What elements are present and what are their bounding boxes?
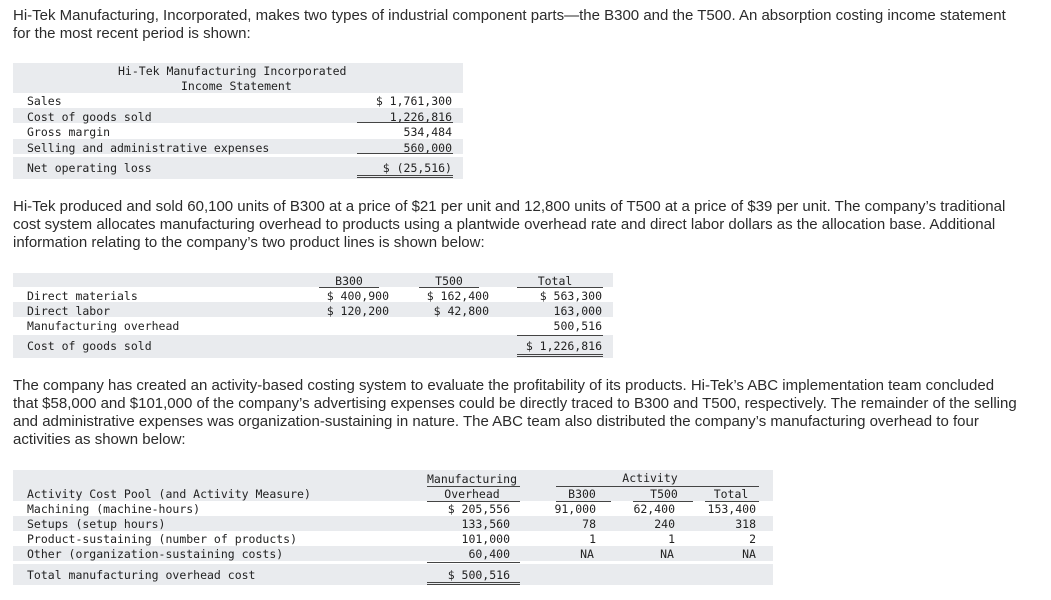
header-t500: T500 <box>435 274 463 288</box>
b300-direct-materials: $ 400,900 <box>326 289 389 303</box>
abc-subheader-rule <box>427 501 520 502</box>
b300-direct-labor: $ 120,200 <box>326 304 389 318</box>
header-b300: B300 <box>335 274 363 288</box>
abc-total-rule <box>427 562 520 563</box>
row-label-product-sustaining: Product-sustaining (number of products) <box>27 532 298 546</box>
value-cogs: 1,226,816 <box>389 110 452 124</box>
income-statement-row-band <box>13 139 463 154</box>
total-machining: 153,400 <box>707 502 756 516</box>
mo-product-sustaining: 101,000 <box>461 532 510 546</box>
row-label-manufacturing-overhead: Manufacturing overhead <box>27 319 180 333</box>
product-table-header-rule <box>419 287 479 288</box>
header-total: Total <box>713 487 749 501</box>
total-product-sustaining: 2 <box>749 532 756 546</box>
product-cost-table: B300 T500 Total Direct materials Direct … <box>13 273 613 358</box>
mo-total: $ 500,516 <box>447 568 510 582</box>
mo-machining: $ 205,556 <box>447 502 510 516</box>
header-activity: Activity <box>622 471 678 485</box>
product-table-total-rule <box>517 335 603 336</box>
total-other: NA <box>742 547 756 561</box>
income-statement-header-band <box>13 63 463 93</box>
abc-table-row-band <box>13 516 773 531</box>
t500-setups: 240 <box>654 517 675 531</box>
value-net-operating-loss: $ (25,516) <box>382 161 452 175</box>
total-cost-of-goods-sold: $ 1,226,816 <box>525 339 602 353</box>
abc-paragraph: The company has created an activity-base… <box>13 377 1017 448</box>
income-statement-row-band <box>13 108 463 123</box>
header-manufacturing: Manufacturing <box>426 472 517 486</box>
header-t500: T500 <box>650 487 678 501</box>
value-gross-margin: 534,484 <box>403 125 452 139</box>
product-table-row-band <box>13 335 613 358</box>
product-table-double-rule <box>517 354 603 357</box>
abc-table-row-band <box>13 564 773 585</box>
income-statement-company: Hi-Tek Manufacturing Incorporated <box>118 64 347 78</box>
row-label-other: Other (organization-sustaining costs) <box>27 547 284 561</box>
mo-other: 60,400 <box>468 547 510 561</box>
header-b300: B300 <box>568 487 596 501</box>
row-label-sales: Sales <box>27 94 62 108</box>
abc-subheader-rule <box>556 501 611 502</box>
total-manufacturing-overhead: 500,516 <box>553 319 602 333</box>
product-table-header-rule <box>319 287 379 288</box>
b300-product-sustaining: 1 <box>589 532 596 546</box>
product-table-row-band <box>13 302 613 317</box>
b300-other: NA <box>580 547 594 561</box>
abc-subheader-rule <box>705 501 759 502</box>
product-table-header-band <box>13 273 613 287</box>
header-activity-cost-pool: Activity Cost Pool (and Activity Measure… <box>27 487 311 501</box>
row-label-direct-materials: Direct materials <box>27 289 138 303</box>
t500-product-sustaining: 1 <box>668 532 675 546</box>
activity-cost-pool-table: Manufacturing Overhead Activity Activity… <box>13 470 773 585</box>
mo-setups: 133,560 <box>461 517 510 531</box>
t500-machining: 62,400 <box>633 502 675 516</box>
total-setups: 318 <box>735 517 756 531</box>
row-label-direct-labor: Direct labor <box>27 304 111 318</box>
intro-paragraph: Hi-Tek Manufacturing, Incorporated, make… <box>13 7 1006 42</box>
row-label-setups: Setups (setup hours) <box>27 517 166 531</box>
row-label-total-overhead: Total manufacturing overhead cost <box>27 568 256 582</box>
row-label-cost-of-goods-sold: Cost of goods sold <box>27 339 152 353</box>
t500-other: NA <box>660 547 674 561</box>
row-label-selling-admin: Selling and administrative expenses <box>27 141 270 155</box>
total-direct-labor: 163,000 <box>553 304 602 318</box>
value-sales: $ 1,761,300 <box>375 94 452 108</box>
income-statement-rule <box>357 122 453 123</box>
row-label-machining: Machining (machine-hours) <box>27 502 201 516</box>
row-label-cogs: Cost of goods sold <box>27 110 152 124</box>
abc-header-rule <box>427 486 520 487</box>
income-statement-row-band <box>13 157 463 179</box>
abc-double-rule <box>427 582 520 585</box>
row-label-net-operating-loss: Net operating loss <box>27 161 152 175</box>
abc-table-header-band <box>13 470 773 501</box>
product-table-header-rule <box>517 287 603 288</box>
header-overhead: Overhead <box>444 487 500 501</box>
row-label-gross-margin: Gross margin <box>27 125 111 139</box>
b300-setups: 78 <box>582 517 596 531</box>
abc-table-row-band <box>13 546 773 561</box>
t500-direct-labor: $ 42,800 <box>433 304 489 318</box>
abc-subheader-rule <box>633 501 693 502</box>
abc-activity-header-rule <box>556 486 759 487</box>
b300-machining: 91,000 <box>554 502 596 516</box>
t500-direct-materials: $ 162,400 <box>426 289 489 303</box>
income-statement-rule <box>357 153 453 154</box>
income-statement-title: Income Statement <box>181 79 292 93</box>
value-selling-admin: 560,000 <box>403 141 452 155</box>
production-paragraph: Hi-Tek produced and sold 60,100 units of… <box>13 198 1006 251</box>
header-total: Total <box>537 274 573 288</box>
income-statement-table: Hi-Tek Manufacturing Incorporated Income… <box>13 63 463 179</box>
total-direct-materials: $ 563,300 <box>539 289 602 303</box>
income-statement-double-rule <box>357 175 453 178</box>
